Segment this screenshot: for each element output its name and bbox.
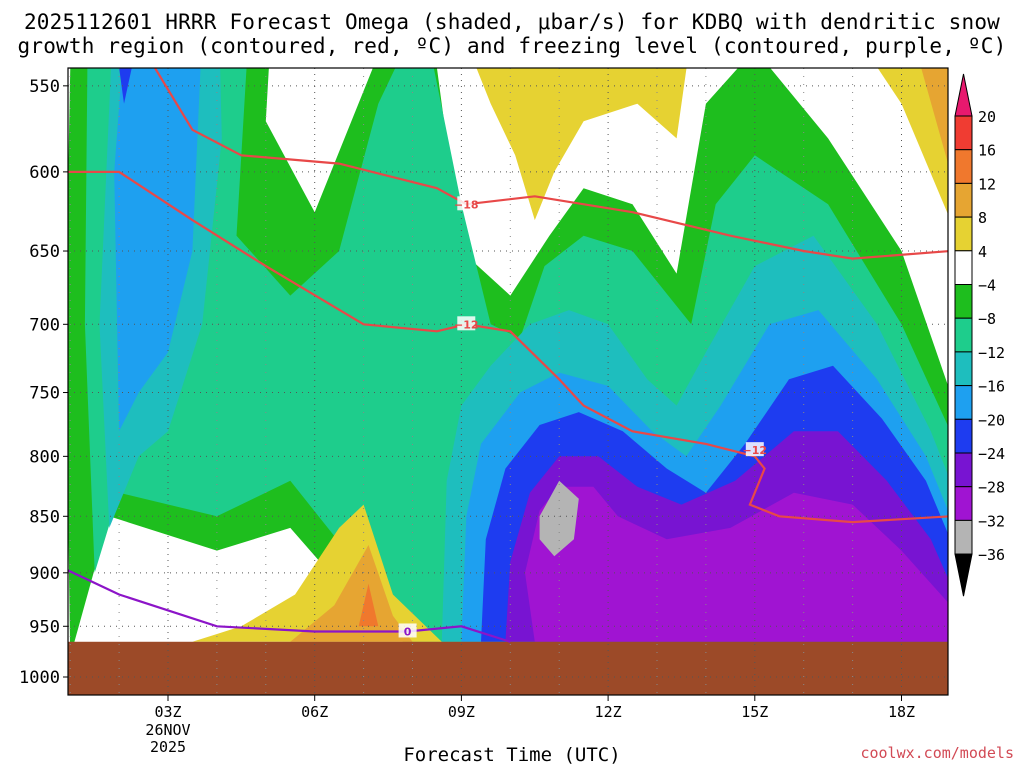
contour-label-freezing_level_0: 0	[404, 625, 412, 638]
colorbar-swatch-1	[954, 115, 973, 151]
x-tick-label-15Z: 15Z	[741, 703, 768, 721]
y-tick-label-1000: 1000	[19, 668, 60, 688]
x-tick-label-06Z: 06Z	[301, 703, 328, 721]
y-tick-label-800: 800	[29, 447, 60, 467]
colorbar-swatch-10	[954, 418, 973, 454]
contour-label-bg-isotherm_-18	[457, 196, 476, 211]
colorbar-swatch-11	[954, 452, 973, 488]
y-tick-label-700: 700	[29, 315, 60, 335]
colorbar-swatch-3	[954, 182, 973, 218]
colorbar-label-1: 16	[978, 142, 996, 160]
shade-omega_descent_8	[921, 68, 948, 164]
contour-label-bg-isotherm_-12	[457, 316, 476, 331]
colorbar-label-3: 8	[978, 209, 987, 227]
x-tick-label-12Z: 12Z	[595, 703, 622, 721]
colorbar-label-13: −36	[978, 546, 1005, 564]
colorbar-label-11: −28	[978, 479, 1005, 497]
colorbar-label-10: −24	[978, 445, 1005, 463]
plot-area: −18 −12 −12 0	[68, 0, 950, 695]
y-tick-label-600: 600	[29, 163, 60, 183]
colorbar-swatch-4	[954, 216, 973, 252]
x-tick-date-0: 26NOV	[145, 721, 190, 739]
colorbar-label-12: −32	[978, 512, 1005, 530]
x-axis-title: Forecast Time (UTC)	[403, 744, 621, 766]
x-tick-date-1: 2025	[150, 738, 186, 756]
colorbar-label-9: −20	[978, 411, 1005, 429]
chart-title-line-1: 2025112601 HRRR Forecast Omega (shaded, …	[23, 10, 1001, 34]
colorbar-swatch-13	[954, 519, 973, 555]
y-tick-label-950: 950	[29, 617, 60, 637]
contour-label-isotherm_-18: −18	[454, 198, 479, 211]
shade-omega_ascent_-16	[114, 68, 201, 432]
y-tick-label-900: 900	[29, 564, 60, 584]
ground-below-surface	[68, 641, 948, 695]
shade-omega_descent_12	[877, 0, 950, 49]
y-tick-label-500: 500	[29, 0, 60, 3]
colorbar-swatch-5	[954, 250, 973, 286]
colorbar-label-5: −4	[978, 277, 996, 295]
colorbar-label-6: −8	[978, 310, 996, 328]
shade-omega_descent_4_main	[476, 68, 948, 221]
colorbar-swatch-2	[954, 149, 973, 184]
x-tick-label-03Z: 03Z	[154, 703, 181, 721]
colorbar-bottom-arrow	[954, 553, 973, 597]
colorbar-swatch-9	[954, 385, 973, 420]
x-tick-label-18Z: 18Z	[888, 703, 915, 721]
chart-title-line-2: growth region (contoured, red, ºC) and f…	[17, 34, 1007, 58]
colorbar-label-8: −16	[978, 378, 1005, 396]
colorbar-label-0: 20	[978, 108, 996, 126]
shade-omega_descent_surface_12	[358, 583, 379, 627]
contour-freezing_level_0	[68, 569, 511, 643]
colorbar-label-7: −12	[978, 344, 1005, 362]
colorbar-swatch-12	[954, 486, 973, 521]
contour-label-bg-isotherm_-12_right	[745, 442, 764, 457]
contour-label-isotherm_-12_right: −12	[743, 444, 768, 457]
plot-frame	[67, 67, 949, 696]
colorbar-top-arrow	[954, 73, 973, 117]
contour-label-isotherm_-12: −12	[454, 318, 479, 331]
colorbar-swatch-6	[954, 284, 973, 319]
shade-omega_ascent_-28	[525, 486, 948, 642]
contour-isotherm_-12_right	[748, 455, 948, 524]
source-credit: coolwx.com/models	[860, 744, 1014, 762]
colorbar-label-4: 4	[978, 243, 987, 261]
shade-omega_ascent_-20	[119, 68, 132, 104]
colorbar-label-2: 12	[978, 175, 996, 193]
contour-label-bg-freezing_level_0	[398, 623, 417, 638]
y-tick-label-650: 650	[29, 242, 60, 262]
shade-omega_descent_surface_8	[290, 545, 413, 642]
x-tick-label-09Z: 09Z	[448, 703, 475, 721]
y-tick-label-850: 850	[29, 507, 60, 527]
y-tick-label-750: 750	[29, 384, 60, 404]
y-tick-label-550: 550	[29, 77, 60, 97]
shade-omega_ascent_-32	[539, 480, 579, 557]
colorbar-swatch-8	[954, 351, 973, 387]
colorbar-swatch-7	[954, 317, 973, 353]
